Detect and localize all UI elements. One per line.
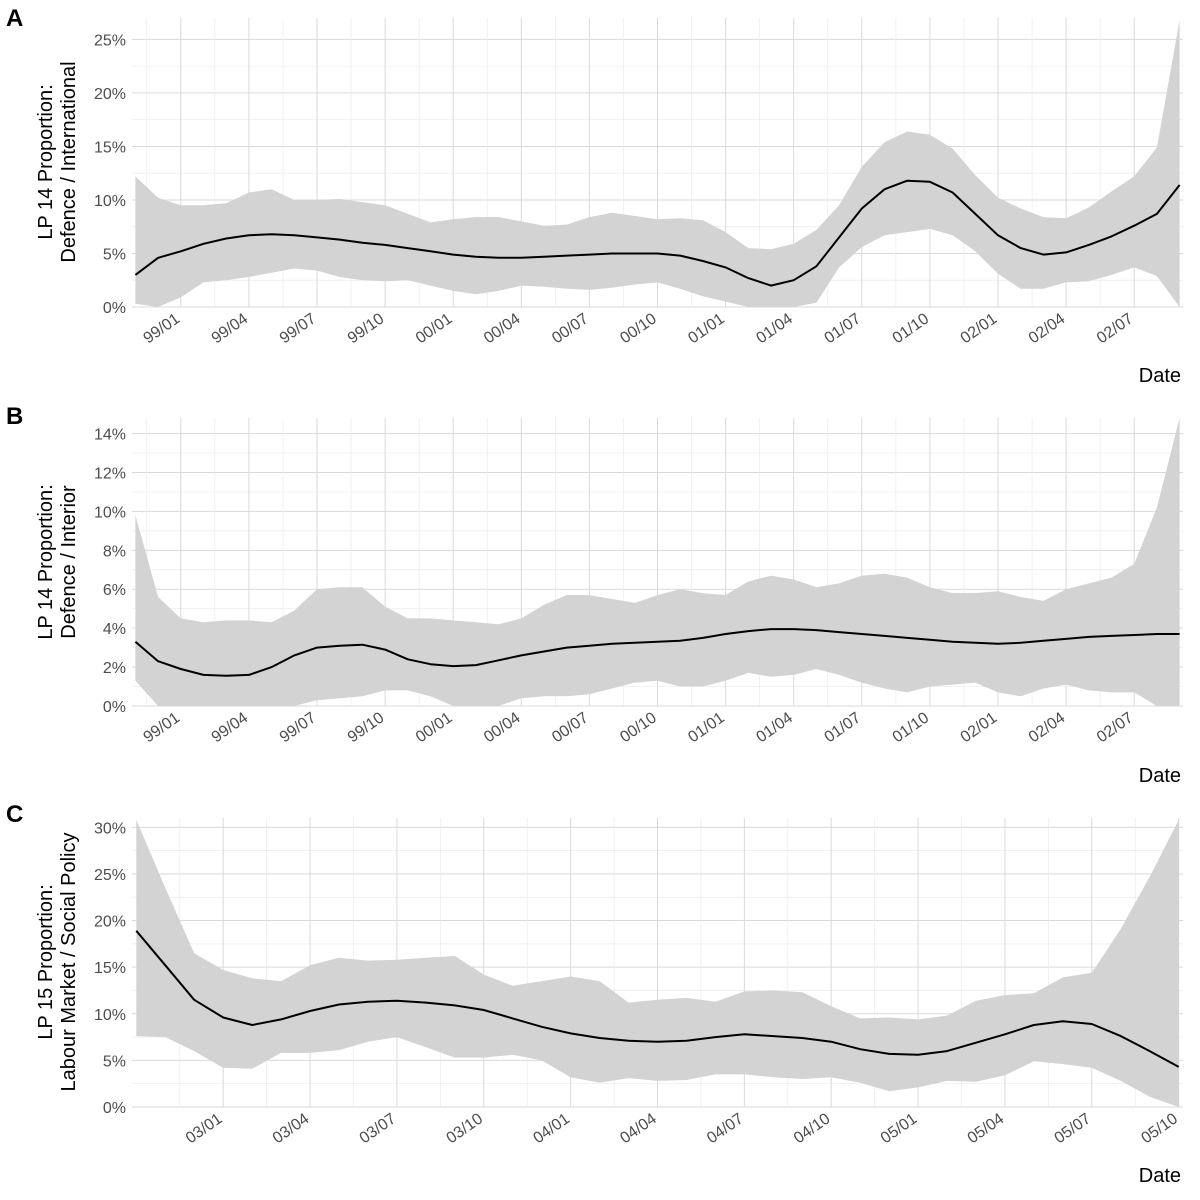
- y-tick-label: 15%: [94, 139, 126, 156]
- y-axis-title-line: Labour Market / Social Policy: [58, 832, 80, 1091]
- x-tick-label: 01/07: [822, 310, 865, 347]
- panel-letter: A: [6, 5, 23, 32]
- x-tick-label: 00/10: [617, 709, 660, 746]
- x-tick-label: 99/01: [141, 709, 184, 746]
- y-axis-title: LP 15 Proportion:Labour Market / Social …: [35, 832, 80, 1091]
- y-tick-label: 6%: [103, 582, 126, 599]
- y-axis-title: LP 14 Proportion:Defence / Interior: [35, 484, 80, 639]
- x-axis-title: Date: [1139, 765, 1181, 787]
- x-tick-label: 02/07: [1094, 709, 1137, 746]
- x-tick-label: 01/10: [890, 709, 933, 746]
- x-axis-title: Date: [1139, 1165, 1181, 1187]
- x-tick-label: 00/01: [413, 310, 456, 347]
- y-axis-title-line: LP 14 Proportion:: [35, 84, 57, 239]
- y-axis-title-line: Defence / Interior: [58, 485, 80, 639]
- y-tick-label: 15%: [94, 960, 126, 977]
- x-tick-label: 04/01: [530, 1110, 573, 1147]
- y-tick-label: 2%: [103, 660, 126, 677]
- trend-line: [134, 179, 1181, 287]
- y-tick-label: 4%: [103, 621, 126, 638]
- trend-line: [134, 628, 1180, 677]
- x-tick-label: 02/07: [1094, 310, 1137, 347]
- y-tick-label: 30%: [94, 820, 126, 837]
- y-tick-label: 8%: [103, 543, 126, 560]
- x-tick-label: 03/04: [270, 1110, 313, 1147]
- x-tick-label: 00/04: [481, 709, 524, 746]
- y-tick-label: 14%: [94, 427, 126, 444]
- x-tick-label: 01/01: [685, 310, 728, 347]
- y-axis-title-line: LP 14 Proportion:: [35, 484, 57, 639]
- confidence-band: [136, 819, 1179, 1107]
- x-tick-label: 99/07: [277, 310, 320, 347]
- panel-b: 0% 2% 4% 6% 8% 10% 12% 14% 99/01 99/04 99/07 99/10 0…: [6, 403, 1183, 787]
- x-tick-label: 02/01: [958, 310, 1001, 347]
- y-tick-label: 10%: [94, 193, 126, 210]
- y-tick-label: 20%: [94, 86, 126, 103]
- x-tick-label: 00/10: [617, 310, 660, 347]
- y-axis-title-line: LP 15 Proportion:: [35, 884, 57, 1039]
- y-axis-title: LP 14 Proportion:Defence / International: [35, 61, 80, 262]
- x-tick-label: 02/04: [1026, 310, 1069, 347]
- x-tick-label: 99/07: [277, 709, 320, 746]
- x-tick-label: 05/07: [1052, 1110, 1095, 1147]
- y-tick-label: 25%: [94, 32, 126, 49]
- y-tick-label: 5%: [103, 246, 126, 263]
- x-tick-label: 00/01: [413, 709, 456, 746]
- x-tick-label: 01/10: [890, 310, 933, 347]
- panel-letter: B: [6, 403, 23, 430]
- y-axis-title-line: Defence / International: [58, 61, 80, 262]
- x-tick-label: 05/01: [878, 1110, 921, 1147]
- x-tick-label: 02/01: [958, 709, 1001, 746]
- x-tick-label: 04/04: [617, 1110, 660, 1147]
- x-tick-label: 99/10: [345, 310, 388, 347]
- x-axis-title: Date: [1139, 365, 1181, 387]
- x-tick-label: 05/10: [1138, 1110, 1181, 1147]
- y-tick-label: 20%: [94, 914, 126, 931]
- x-tick-label: 04/07: [704, 1110, 747, 1147]
- x-tick-label: 03/07: [357, 1110, 400, 1147]
- x-tick-label: 01/01: [685, 709, 728, 746]
- x-tick-label: 02/04: [1026, 709, 1069, 746]
- panel-c: 0% 5% 10% 15% 20% 25% 30% 03/01 03/04 03/07 03/10 0…: [6, 801, 1183, 1187]
- panel-a: 0% 5% 10% 15% 20% 25% 99/01 99/04 99/07 99/10 00/0…: [6, 5, 1183, 387]
- x-tick-label: 00/07: [549, 310, 592, 347]
- y-tick-label: 10%: [94, 1007, 126, 1024]
- trend-line: [135, 930, 1180, 1068]
- x-tick-label: 00/04: [481, 310, 524, 347]
- confidence-band: [135, 418, 1180, 706]
- x-tick-label: 99/01: [141, 310, 184, 347]
- x-tick-label: 01/04: [753, 709, 796, 746]
- y-tick-label: 0%: [103, 699, 126, 716]
- x-tick-label: 99/04: [209, 310, 252, 347]
- y-tick-label: 0%: [103, 1100, 126, 1117]
- x-tick-label: 99/04: [209, 709, 252, 746]
- x-tick-label: 01/04: [753, 310, 796, 347]
- y-tick-label: 12%: [94, 465, 126, 482]
- x-tick-label: 03/10: [444, 1110, 487, 1147]
- y-tick-label: 0%: [103, 300, 126, 317]
- x-tick-label: 03/01: [183, 1110, 226, 1147]
- y-tick-label: 10%: [94, 504, 126, 521]
- x-tick-label: 99/10: [345, 709, 388, 746]
- x-tick-label: 01/07: [822, 709, 865, 746]
- confidence-band: [135, 20, 1180, 307]
- panel-letter: C: [6, 801, 23, 828]
- x-tick-label: 00/07: [549, 709, 592, 746]
- x-tick-label: 05/04: [965, 1110, 1008, 1147]
- y-tick-label: 5%: [103, 1053, 126, 1070]
- x-tick-label: 04/10: [791, 1110, 834, 1147]
- y-tick-label: 25%: [94, 867, 126, 884]
